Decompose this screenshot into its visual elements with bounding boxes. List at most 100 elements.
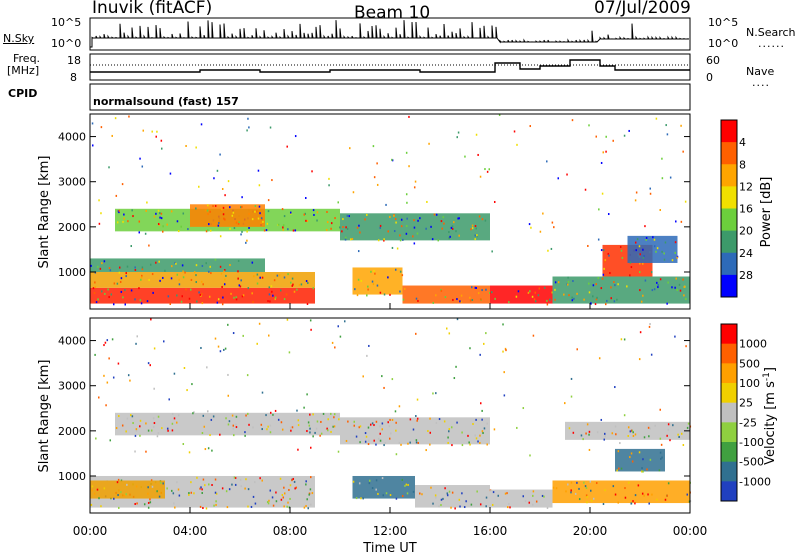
scatter-point — [227, 323, 229, 326]
scatter-point — [456, 136, 458, 139]
data-speckle — [527, 291, 530, 294]
data-speckle — [200, 486, 202, 489]
data-speckle — [308, 493, 310, 496]
data-speckle — [312, 287, 315, 290]
data-speckle — [653, 288, 656, 291]
scatter-point — [280, 421, 283, 424]
data-speckle — [139, 434, 141, 437]
data-region — [90, 271, 315, 288]
data-speckle — [612, 485, 615, 488]
scatter-point — [233, 227, 236, 230]
data-speckle — [571, 296, 573, 299]
scatter-point — [409, 418, 412, 421]
data-speckle — [649, 427, 652, 430]
data-speckle — [172, 492, 175, 495]
data-speckle — [457, 217, 459, 220]
data-speckle — [400, 218, 403, 221]
data-speckle — [620, 467, 623, 470]
data-speckle — [143, 503, 146, 506]
data-speckle — [283, 298, 286, 301]
data-speckle — [679, 289, 682, 292]
scatter-point — [173, 372, 176, 375]
scatter-point — [655, 117, 658, 120]
data-speckle — [401, 478, 404, 481]
date-title: 07/Jul/2009 — [594, 0, 691, 18]
data-speckle — [415, 439, 418, 442]
nsky-trace — [90, 20, 690, 48]
data-speckle — [141, 268, 144, 271]
data-speckle — [624, 487, 626, 490]
data-speckle — [326, 427, 328, 430]
data-speckle — [100, 505, 102, 508]
scatter-point — [339, 335, 342, 338]
data-speckle — [585, 486, 588, 489]
data-region — [490, 285, 553, 304]
data-speckle — [268, 293, 271, 296]
data-speckle — [393, 214, 395, 217]
data-speckle — [210, 272, 212, 275]
scatter-point — [588, 430, 591, 433]
scatter-point — [584, 188, 587, 191]
scatter-point — [469, 347, 471, 350]
data-speckle — [546, 299, 548, 302]
data-speckle — [254, 210, 256, 213]
data-speckle — [140, 278, 142, 281]
data-speckle — [618, 467, 620, 470]
data-speckle — [552, 486, 555, 489]
data-speckle — [590, 489, 592, 492]
data-speckle — [535, 500, 538, 503]
colorbar-tick-label: -100 — [739, 436, 764, 449]
data-speckle — [254, 502, 257, 505]
data-speckle — [570, 489, 572, 492]
data-speckle — [135, 428, 138, 431]
scatter-point — [207, 447, 210, 450]
scatter-point — [138, 231, 141, 234]
data-speckle — [225, 417, 227, 420]
data-speckle — [202, 478, 205, 481]
scatter-point — [139, 157, 141, 160]
scatter-point — [528, 223, 531, 226]
data-speckle — [484, 219, 487, 222]
data-speckle — [656, 247, 659, 250]
scatter-point — [674, 335, 676, 338]
data-speckle — [648, 435, 650, 438]
y-tick-label: 4000 — [58, 335, 86, 348]
scatter-point — [224, 194, 226, 197]
data-speckle — [230, 292, 232, 295]
data-speckle — [450, 506, 452, 509]
data-speckle — [470, 286, 473, 289]
data-speckle — [327, 429, 329, 432]
scatter-point — [375, 443, 377, 446]
data-speckle — [663, 252, 665, 255]
data-speckle — [177, 488, 180, 491]
data-speckle — [576, 481, 578, 484]
data-speckle — [182, 270, 184, 273]
freq-tick-bottom: 8 — [70, 71, 77, 84]
scatter-point — [398, 405, 401, 408]
scatter-point — [485, 332, 487, 335]
data-speckle — [677, 433, 679, 436]
data-speckle — [271, 290, 273, 293]
data-speckle — [216, 301, 219, 304]
colorbar-tick-label: 12 — [739, 180, 753, 193]
data-speckle — [431, 238, 434, 241]
scatter-point — [141, 165, 144, 168]
scatter-point — [456, 318, 459, 321]
scatter-point — [326, 221, 329, 224]
data-speckle — [614, 425, 617, 428]
data-speckle — [225, 490, 228, 493]
scatter-point — [153, 347, 156, 350]
data-speckle — [678, 435, 680, 438]
data-speckle — [604, 489, 606, 492]
y-tick-label: 3000 — [58, 380, 86, 393]
scatter-point — [587, 244, 589, 247]
data-speckle — [372, 283, 375, 286]
scatter-point — [595, 135, 597, 138]
data-speckle — [624, 496, 627, 499]
data-speckle — [485, 496, 488, 499]
data-speckle — [207, 204, 209, 207]
data-speckle — [306, 498, 308, 501]
scatter-point — [373, 176, 376, 179]
data-speckle — [125, 275, 127, 278]
scatter-point — [413, 242, 416, 245]
